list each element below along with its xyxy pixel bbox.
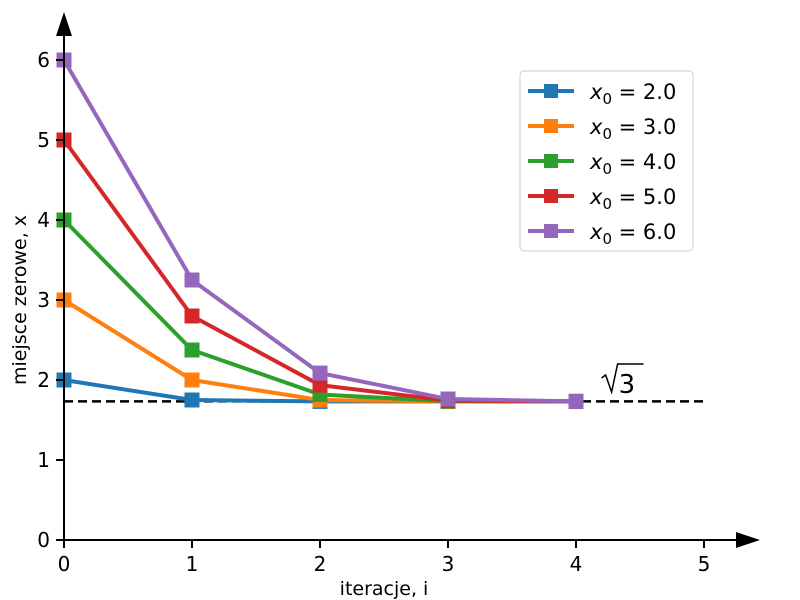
x-tick-label: 2 xyxy=(314,552,327,576)
y-tick-label: 0 xyxy=(37,528,50,552)
legend-entry: x0 = 3.0 xyxy=(528,115,676,143)
legend-label: x0 = 3.0 xyxy=(589,115,676,143)
legend-frame xyxy=(519,70,694,252)
legend-swatch-marker xyxy=(544,84,558,98)
sqrt3-annotation: 3 xyxy=(601,363,644,400)
legend-entry: x0 = 6.0 xyxy=(528,220,676,248)
data-point xyxy=(184,272,200,288)
data-point xyxy=(184,342,200,358)
y-tick-label: 6 xyxy=(37,48,50,72)
sqrt-radicand: 3 xyxy=(619,370,636,400)
y-axis-label: miejsce zerowe, x xyxy=(9,215,31,385)
data-point xyxy=(440,391,456,407)
legend-label: x0 = 4.0 xyxy=(589,150,676,178)
legend-entry: x0 = 2.0 xyxy=(528,80,676,108)
x-tick-label: 1 xyxy=(186,552,199,576)
data-point xyxy=(568,393,584,409)
data-point xyxy=(184,372,200,388)
legend-entry: x0 = 4.0 xyxy=(528,150,676,178)
legend: x0 = 2.0 x0 = 3.0 x0 = 4.0 x0 = 5.0 x0 = 6.0 xyxy=(519,70,694,252)
legend-label: x0 = 5.0 xyxy=(589,185,676,213)
y-axis-arrow xyxy=(56,12,72,36)
y-tick-label: 5 xyxy=(37,128,50,152)
legend-label: x0 = 2.0 xyxy=(589,80,676,108)
legend-label: x0 = 6.0 xyxy=(589,220,676,248)
legend-swatch-marker xyxy=(544,189,558,203)
series-line xyxy=(62,138,577,404)
y-tick-label: 4 xyxy=(37,208,50,232)
series-4 xyxy=(56,52,584,409)
y-tick-label: 1 xyxy=(37,448,50,472)
data-point xyxy=(184,308,200,324)
legend-swatch-marker xyxy=(544,154,558,168)
x-tick-label: 5 xyxy=(698,552,711,576)
y-tick-label: 2 xyxy=(37,368,50,392)
legend-swatch-marker xyxy=(544,224,558,238)
legend-entry: x0 = 5.0 xyxy=(528,185,676,213)
sqrt-sign xyxy=(601,363,644,395)
x-tick-label: 3 xyxy=(442,552,455,576)
data-point xyxy=(184,392,200,408)
y-tick-label: 3 xyxy=(37,288,50,312)
x-axis-label: iteracje, i xyxy=(340,578,429,600)
x-tick-label: 0 xyxy=(58,552,71,576)
x-axis-arrow xyxy=(736,532,760,548)
x-tick-label: 4 xyxy=(570,552,583,576)
legend-swatch-marker xyxy=(544,119,558,133)
data-point xyxy=(312,365,328,381)
